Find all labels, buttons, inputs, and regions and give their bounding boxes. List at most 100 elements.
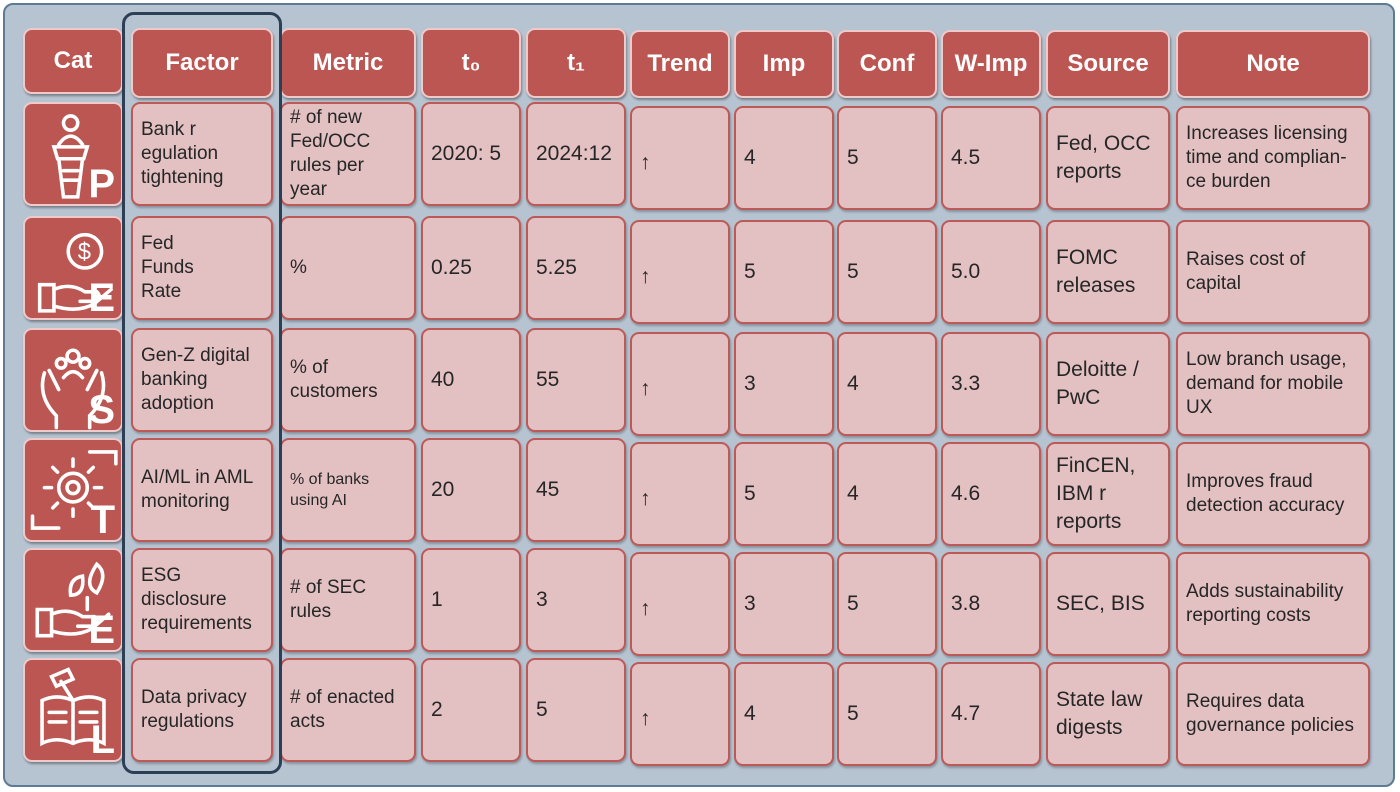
- t0-cell: 2020: 5: [421, 102, 521, 206]
- metric-cell: # of enacted acts: [280, 658, 416, 762]
- factor-cell: Bank r egulation tightening: [131, 102, 273, 206]
- wimp-value: 4.6: [951, 482, 981, 505]
- wimp-value: 3.3: [951, 372, 981, 395]
- metric-cell: # of new Fed/OCC rules per year: [280, 102, 416, 206]
- conf-value: 5: [847, 260, 859, 283]
- header-source: Source: [1046, 30, 1170, 98]
- factor-value: AI/ML in AML monitoring: [141, 467, 254, 512]
- category-cell: E: [23, 548, 123, 652]
- header-label: t₁: [567, 49, 585, 76]
- note-cell: Increases licensing time and complian- c…: [1176, 106, 1370, 210]
- imp-value: 3: [744, 372, 756, 395]
- imp-value: 4: [744, 146, 756, 169]
- t1-cell: 55: [526, 328, 626, 432]
- conf-value: 4: [847, 372, 859, 395]
- header-label: W-Imp: [954, 50, 1028, 77]
- t0-cell: 1: [421, 548, 521, 652]
- factor-value: Fed Funds Rate: [141, 233, 194, 302]
- header-t1: t₁: [526, 28, 626, 98]
- t1-cell: 45: [526, 438, 626, 542]
- trend-value: ↑: [640, 487, 651, 510]
- header-label: t₀: [461, 49, 481, 76]
- metric-cell: % of customers: [280, 328, 416, 432]
- category-cell: T: [23, 438, 123, 542]
- t1-value: 55: [536, 368, 560, 391]
- category-letter: E: [88, 608, 115, 652]
- imp-value: 5: [744, 260, 756, 283]
- wimp-value: 4.5: [951, 146, 981, 169]
- t1-value: 5: [536, 698, 548, 721]
- note-cell: Adds sustainability reporting costs: [1176, 552, 1370, 656]
- factor-cell: ESG disclosure requirements: [131, 548, 273, 652]
- note-value: Low branch usage, demand for mobile UX: [1186, 349, 1347, 418]
- header-conf: Conf: [837, 30, 937, 98]
- category-letter: T: [90, 498, 115, 542]
- note-cell: Requires data governance policies: [1176, 662, 1370, 766]
- header-label: Conf: [859, 50, 915, 77]
- category-cell: L: [23, 658, 123, 762]
- category-cell: $ E: [23, 216, 123, 320]
- t0-cell: 2: [421, 658, 521, 762]
- header-cat: Cat: [23, 28, 123, 94]
- factor-value: Gen-Z digital banking adoption: [141, 345, 250, 414]
- factor-cell: Fed Funds Rate: [131, 216, 273, 320]
- factor-cell: Data privacy regulations: [131, 658, 273, 762]
- header-metric: Metric: [280, 28, 416, 98]
- header-label: Source: [1067, 50, 1149, 77]
- t1-value: 3: [536, 588, 548, 611]
- hand-leaf-icon: [35, 561, 111, 638]
- wimp-cell: 4.6: [941, 442, 1041, 546]
- hands-people-icon: [40, 348, 106, 430]
- imp-cell: 4: [734, 106, 834, 210]
- note-value: Improves fraud detection accuracy: [1186, 471, 1345, 516]
- t1-cell: 2024:12: [526, 102, 626, 206]
- trend-cell: ↑: [630, 220, 730, 324]
- note-value: Raises cost of capital: [1186, 249, 1306, 294]
- metric-value: # of new Fed/OCC rules per year: [290, 107, 371, 200]
- t1-value: 5.25: [536, 256, 577, 279]
- wimp-value: 4.7: [951, 702, 981, 725]
- source-cell: FOMC releases: [1046, 220, 1170, 324]
- factor-cell: AI/ML in AML monitoring: [131, 438, 273, 542]
- hands-gear-icon: [30, 450, 118, 530]
- t1-value: 2024:12: [536, 142, 612, 165]
- conf-value: 5: [847, 592, 859, 615]
- conf-value: 5: [847, 146, 859, 169]
- metric-cell: # of SEC rules: [280, 548, 416, 652]
- gavel-book-icon: [40, 667, 106, 747]
- t0-cell: 0.25: [421, 216, 521, 320]
- metric-cell: %: [280, 216, 416, 320]
- note-cell: Low branch usage, demand for mobile UX: [1176, 332, 1370, 436]
- source-value: FOMC releases: [1056, 246, 1136, 297]
- note-cell: Raises cost of capital: [1176, 220, 1370, 324]
- wimp-value: 5.0: [951, 260, 981, 283]
- trend-value: ↑: [640, 597, 651, 620]
- conf-cell: 5: [837, 106, 937, 210]
- source-value: FinCEN, IBM r reports: [1056, 454, 1136, 533]
- svg-text:$: $: [78, 239, 91, 266]
- note-value: Requires data governance policies: [1186, 691, 1354, 736]
- source-value: SEC, BIS: [1056, 592, 1145, 615]
- note-value: Adds sustainability reporting costs: [1186, 581, 1344, 626]
- imp-cell: 5: [734, 442, 834, 546]
- wimp-cell: 3.3: [941, 332, 1041, 436]
- conf-cell: 5: [837, 220, 937, 324]
- conf-cell: 5: [837, 552, 937, 656]
- t0-value: 20: [431, 478, 455, 501]
- trend-value: ↑: [640, 707, 651, 730]
- header-label: Trend: [647, 50, 713, 77]
- trend-cell: ↑: [630, 106, 730, 210]
- wimp-cell: 4.7: [941, 662, 1041, 766]
- trend-cell: ↑: [630, 552, 730, 656]
- source-cell: State law digests: [1046, 662, 1170, 766]
- trend-value: ↑: [640, 265, 651, 288]
- hand-dollar-coin-icon: $: [37, 232, 113, 313]
- conf-value: 5: [847, 702, 859, 725]
- t0-value: 2: [431, 698, 443, 721]
- t1-value: 45: [536, 478, 560, 501]
- podium-speaker-icon: [51, 114, 90, 199]
- imp-cell: 3: [734, 332, 834, 436]
- trend-cell: ↑: [630, 332, 730, 436]
- imp-cell: 3: [734, 552, 834, 656]
- imp-cell: 5: [734, 220, 834, 324]
